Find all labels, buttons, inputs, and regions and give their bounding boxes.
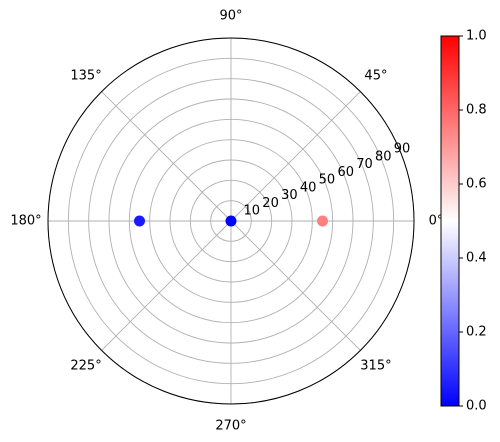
r-tick-label-30: 30 [281, 188, 298, 203]
data-point-2 [134, 215, 145, 227]
theta-tick-label-90: 90° [219, 9, 242, 24]
colorbar-tick-label-5: 1.0 [466, 29, 487, 44]
theta-gridline-45 [230, 91, 361, 222]
r-tick-label-90: 90 [394, 141, 411, 156]
theta-tick-label-270: 270° [215, 419, 246, 434]
theta-gridline-315 [230, 220, 361, 351]
theta-tick-label-0: 0° [429, 214, 444, 229]
r-tick-label-20: 20 [262, 196, 279, 211]
data-points [134, 215, 328, 227]
theta-tick-label-315: 315° [360, 358, 391, 373]
colorbar-tick-label-2: 0.4 [466, 251, 487, 266]
theta-tick-labels: 0° 45° 90° 135° 180° 225° 270° 315° [10, 9, 443, 434]
r-tick-label-60: 60 [337, 165, 354, 180]
r-tick-label-10: 10 [244, 204, 261, 219]
theta-gridline-135 [101, 91, 232, 222]
theta-gridline-225 [101, 220, 232, 351]
colorbar-tick-label-4: 0.8 [466, 103, 487, 118]
polar-outline [47, 37, 415, 405]
r-tick-label-80: 80 [375, 149, 392, 164]
colorbar-tick-label-1: 0.2 [466, 325, 487, 340]
theta-tick-label-225: 225° [70, 358, 101, 373]
data-point-1 [317, 215, 328, 227]
colorbar: 0.0 0.2 0.4 0.6 0.8 1.0 [440, 29, 487, 414]
r-tick-label-70: 70 [356, 157, 373, 172]
r-tick-label-50: 50 [319, 173, 336, 188]
polar-spine [47, 37, 415, 405]
theta-tick-label-180: 180° [10, 214, 41, 229]
data-point-0 [225, 215, 237, 227]
theta-tick-label-45: 45° [364, 69, 387, 84]
r-tick-label-40: 40 [300, 180, 317, 195]
colorbar-tick-label-3: 0.6 [466, 177, 487, 192]
colorbar-gradient [440, 35, 460, 407]
colorbar-tick-label-0: 0.0 [466, 399, 487, 414]
theta-tick-label-135: 135° [70, 69, 101, 84]
